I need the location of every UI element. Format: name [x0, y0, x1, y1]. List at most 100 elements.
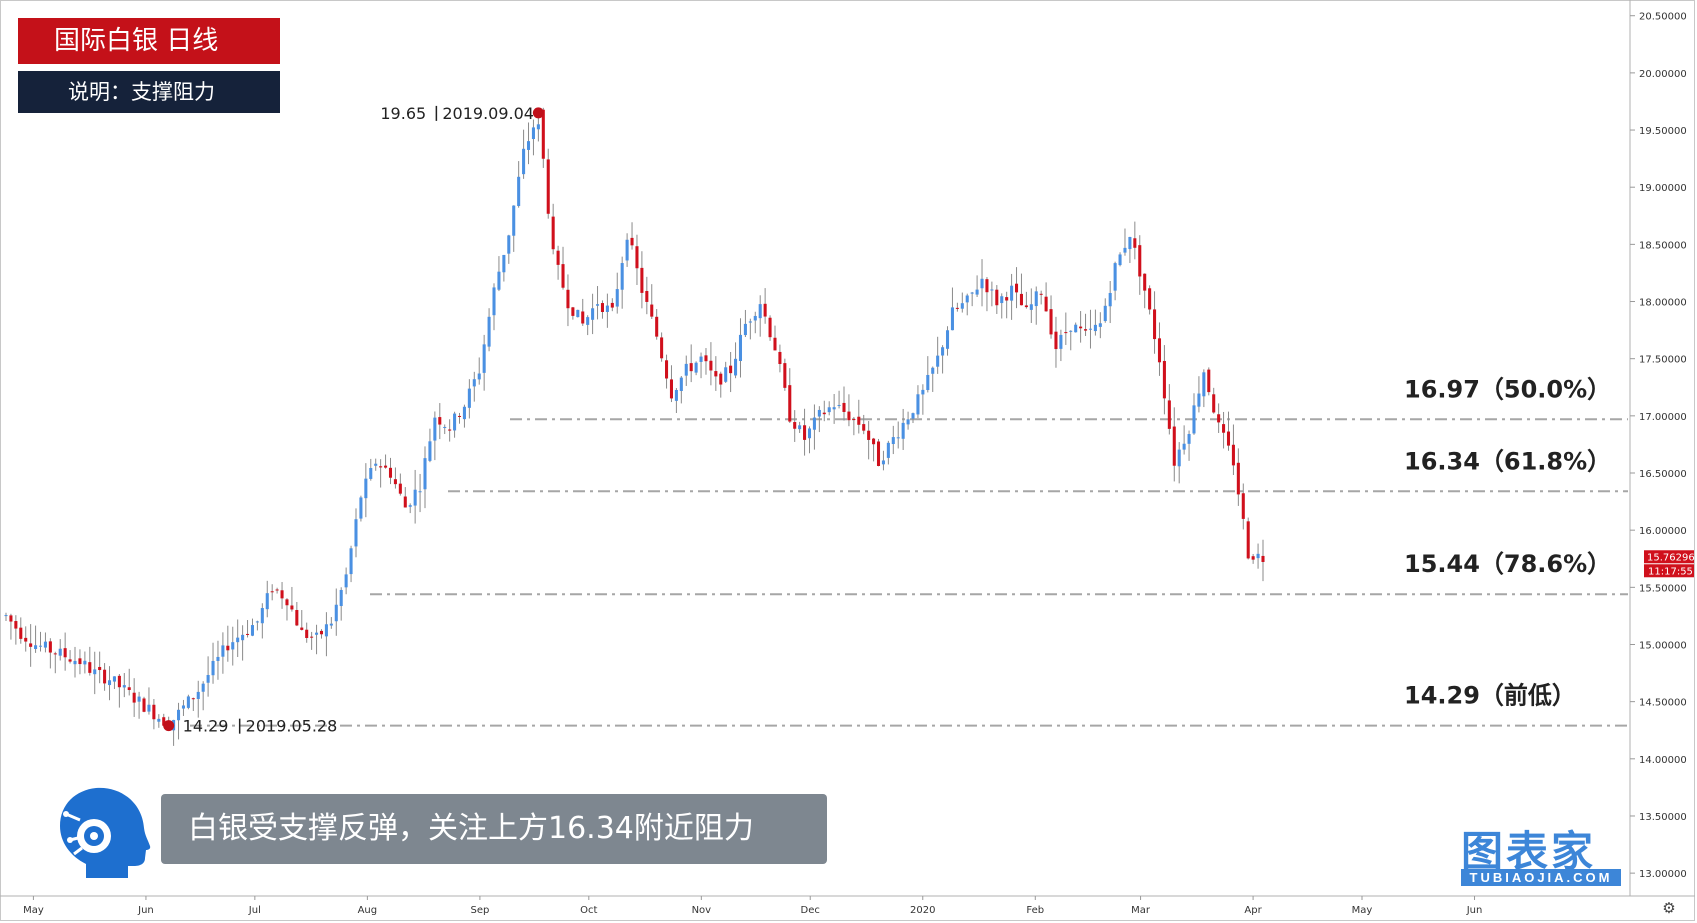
gear-icon[interactable]: ⚙: [1662, 900, 1676, 917]
candle-body: [1217, 414, 1221, 423]
analysis-caption: 白银受支撑反弹，关注上方16.34附近阻力: [161, 794, 827, 864]
candle-body: [1113, 263, 1117, 291]
candle-body: [896, 437, 900, 439]
support-resistance-levels: 16.97（50.0%） 16.34（61.8%） 15.44（78.6%） 14.2…: [190, 375, 1628, 727]
candle-body: [1000, 296, 1004, 304]
candle-body: [295, 610, 299, 626]
candle-body: [551, 216, 555, 250]
candle-body: [1172, 426, 1176, 466]
candle-body: [995, 289, 999, 306]
candle-body: [512, 205, 516, 236]
candle-body: [359, 497, 363, 519]
candle-body: [492, 287, 496, 316]
candle-body: [660, 337, 664, 359]
candle-body: [778, 351, 782, 365]
candle-body: [743, 323, 747, 336]
candle-body: [1074, 324, 1078, 333]
candle-body: [250, 625, 254, 636]
level-label: 16.34（61.8%）: [1404, 447, 1611, 475]
candle-body: [1251, 556, 1255, 560]
candle-body: [842, 402, 846, 412]
price-tick-label: 15.00000: [1639, 640, 1687, 651]
candle-body: [645, 290, 649, 302]
candle-body: [137, 696, 141, 702]
candle-body: [1246, 521, 1250, 559]
candle-body: [852, 419, 856, 421]
candle-body: [502, 254, 506, 273]
candle-body: [181, 705, 185, 709]
candle-body: [1207, 369, 1211, 393]
candle-body: [93, 669, 97, 675]
candle-body: [596, 304, 600, 306]
candle-body: [911, 413, 915, 419]
candle-body: [586, 317, 590, 325]
candle-body: [1029, 304, 1033, 310]
candle-body: [822, 412, 826, 415]
candle-body: [1256, 553, 1260, 559]
candle-body: [117, 675, 121, 688]
time-tick-label: Oct: [580, 905, 597, 916]
candle-body: [669, 379, 673, 399]
candle-body: [1167, 400, 1171, 429]
candle-body: [926, 374, 930, 391]
price-tick-label: 20.50000: [1639, 12, 1687, 23]
candle-body: [482, 344, 486, 373]
candle-body: [566, 289, 570, 309]
candle-body: [467, 388, 471, 408]
time-tick-label: Mar: [1131, 905, 1151, 916]
candle-body: [43, 641, 47, 648]
candle-body: [714, 371, 718, 377]
price-axis: 20.50000 20.00000 19.50000 19.00000 18.50000…: [1629, 0, 1695, 896]
price-tick-label: 18.50000: [1639, 240, 1687, 251]
candle-body: [985, 279, 989, 293]
candle-body: [522, 148, 526, 175]
candle-body: [517, 176, 521, 206]
candle-body: [196, 691, 200, 699]
candle-body: [817, 409, 821, 417]
candle-body: [290, 605, 294, 610]
candle-body: [393, 479, 397, 485]
candle-body: [319, 630, 324, 635]
candle-body: [38, 645, 43, 647]
candle-body: [748, 321, 752, 323]
time-tick-label: May: [23, 905, 44, 916]
candle-body: [231, 642, 235, 650]
candle-body: [625, 239, 629, 261]
candle-body: [364, 478, 368, 499]
candle-body: [862, 424, 866, 431]
candle-body: [1049, 309, 1053, 335]
candle-body: [1103, 305, 1107, 322]
candle-body: [921, 389, 925, 395]
candle-body: [147, 704, 151, 712]
candle-body: [600, 303, 604, 312]
candle-body: [162, 717, 166, 726]
candle-body: [9, 615, 13, 622]
price-tick-label: 13.00000: [1639, 869, 1687, 880]
candle-body: [689, 363, 693, 372]
candle-body: [783, 363, 787, 388]
ai-head-logo-icon: [60, 787, 151, 878]
candle-body: [655, 316, 659, 337]
candle-body: [867, 430, 871, 440]
candle-body: [34, 645, 38, 650]
candle-body: [803, 425, 807, 440]
candle-body: [576, 309, 580, 318]
candle-body: [906, 419, 910, 425]
candle-body: [324, 624, 328, 637]
candle-body: [310, 636, 314, 638]
candle-body: [226, 645, 230, 651]
time-axis: May Jun Jul Aug Sep Oct Nov Dec 2020 Feb Mar Apr May…: [0, 895, 1695, 916]
price-tick-label: 19.00000: [1639, 183, 1687, 194]
candle-body: [1123, 247, 1127, 253]
candle-body: [610, 302, 614, 308]
candle-body: [68, 659, 72, 662]
candle-body: [1054, 331, 1058, 350]
candle-body: [798, 425, 802, 430]
watermark-logo-text: 图表家: [1461, 827, 1597, 876]
price-tick-label: 16.00000: [1639, 526, 1687, 537]
candle-body: [1153, 309, 1157, 340]
candle-body: [423, 458, 427, 490]
candle-body: [556, 250, 560, 265]
